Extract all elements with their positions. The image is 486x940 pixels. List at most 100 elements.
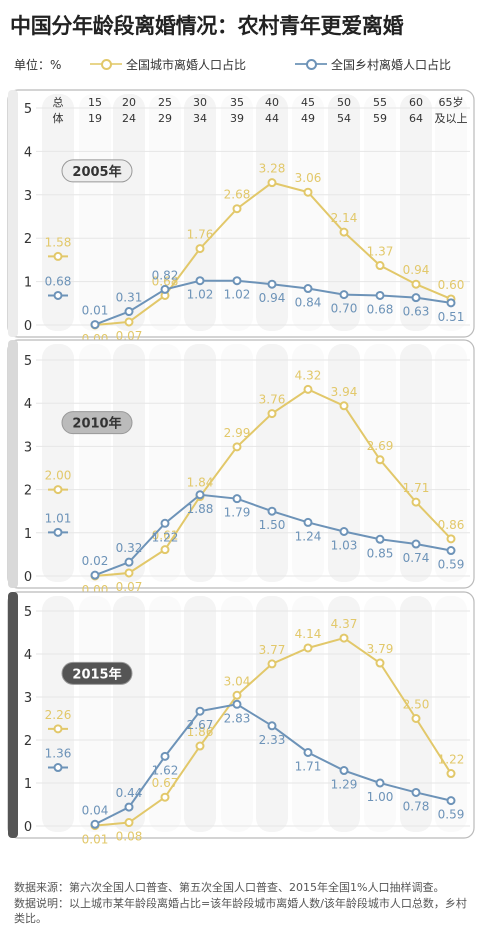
y-tick-label: 4 [24,145,32,160]
rural-point [339,290,349,300]
y-tick-label: 3 [24,440,32,455]
x-tick-label: 29 [158,112,172,125]
x-tick-label: 20 [122,96,136,109]
data-label: 0.01 [82,833,109,847]
legend-rural-label: 全国乡村离婚人口占比 [331,57,452,72]
data-label: 0.51 [438,310,465,324]
category-column [184,344,216,582]
rural-point [232,494,242,504]
y-tick-label: 1 [24,276,32,291]
x-tick-label: 体 [53,111,64,125]
urban-point [195,244,205,254]
urban-point [160,792,170,802]
y-tick-label: 5 [24,354,32,369]
category-column [42,344,74,582]
data-label: 0.74 [403,551,430,565]
data-label: 0.68 [367,302,394,316]
data-label: 0.94 [403,263,430,277]
data-label: 0.04 [82,803,109,817]
x-tick-label: 30 [193,96,207,109]
x-tick-label: 65岁 [439,95,464,109]
data-label: 2.50 [403,698,430,712]
x-tick-label: 25 [158,96,172,109]
y-tick-label: 1 [24,777,32,792]
rural-point [446,298,456,308]
data-label: 0.67 [152,776,179,790]
category-column [256,94,288,331]
x-tick-label: 60 [409,96,423,109]
category-column [149,94,181,331]
data-label: 0.07 [116,580,143,594]
data-label: 0.44 [116,786,143,800]
y-tick-label: 3 [24,691,32,706]
urban-point [339,401,349,411]
rural-point [124,307,134,317]
category-column [256,344,288,582]
category-column [221,596,253,832]
rural-point [303,517,313,527]
data-label: 0.84 [295,296,322,310]
data-label: 2.14 [331,211,358,225]
x-tick-label: 54 [337,112,351,125]
data-label: 1.71 [403,481,430,495]
x-tick-label: 34 [193,112,207,125]
y-tick-label: 2 [24,734,32,749]
data-label: 1.22 [438,753,465,767]
x-tick-label: 35 [230,96,244,109]
category-column [113,596,145,832]
rural-point [195,490,205,500]
rural-point [232,699,242,709]
urban-point [446,769,456,779]
chart-title: 中国分年龄段离婚情况：农村青年更爱离婚 [10,14,404,38]
category-column [364,596,396,832]
overall-marker [53,724,63,734]
overall-value-label: 1.01 [45,511,72,525]
rural-point [339,766,349,776]
overall-marker [53,485,63,495]
category-column [113,94,145,331]
x-tick-label: 59 [373,112,387,125]
data-label: 4.32 [295,368,322,382]
category-column [435,596,467,832]
x-tick-label: 49 [301,112,315,125]
panel-2015年: 0 1 2 3 4 5 2015年 2.26 0.01 0.08 0.67 1.86 3.04 3.77 4… [7,591,475,847]
data-label: 2.68 [224,188,251,202]
year-badge-label: 2005年 [72,164,121,180]
urban-point [124,317,134,327]
overall-value-label: 0.68 [45,274,72,288]
data-label: 1.29 [331,778,358,792]
data-label: 0.02 [82,554,109,568]
data-label: 1.24 [295,529,322,543]
y-tick-label: 5 [24,605,32,620]
x-tick-label: 55 [373,96,387,109]
urban-point [339,227,349,237]
x-tick-label: 44 [265,112,279,125]
y-tick-label: 5 [24,102,32,117]
rural-point [90,320,100,330]
y-tick-label: 4 [24,397,32,412]
data-label: 4.14 [295,627,322,641]
y-tick-label: 4 [24,648,32,663]
data-label: 2.99 [224,426,251,440]
data-label: 1.37 [367,245,394,259]
y-tick-label: 0 [24,820,32,835]
category-column [435,94,467,331]
data-label: 1.88 [187,502,214,516]
data-label: 1.02 [187,288,214,302]
urban-point [411,279,421,289]
x-tick-label: 15 [88,96,102,109]
overall-value-label: 2.00 [45,469,72,483]
rural-point [446,546,456,556]
data-label: 1.86 [187,725,214,739]
y-tick-label: 0 [24,570,32,585]
urban-point [375,261,385,271]
urban-point [267,178,277,188]
legend-urban-marker [90,57,122,71]
data-label: 1.00 [367,790,394,804]
category-column [328,596,360,832]
urban-point [267,659,277,669]
rural-point [267,721,277,731]
data-label: 0.85 [367,546,394,560]
